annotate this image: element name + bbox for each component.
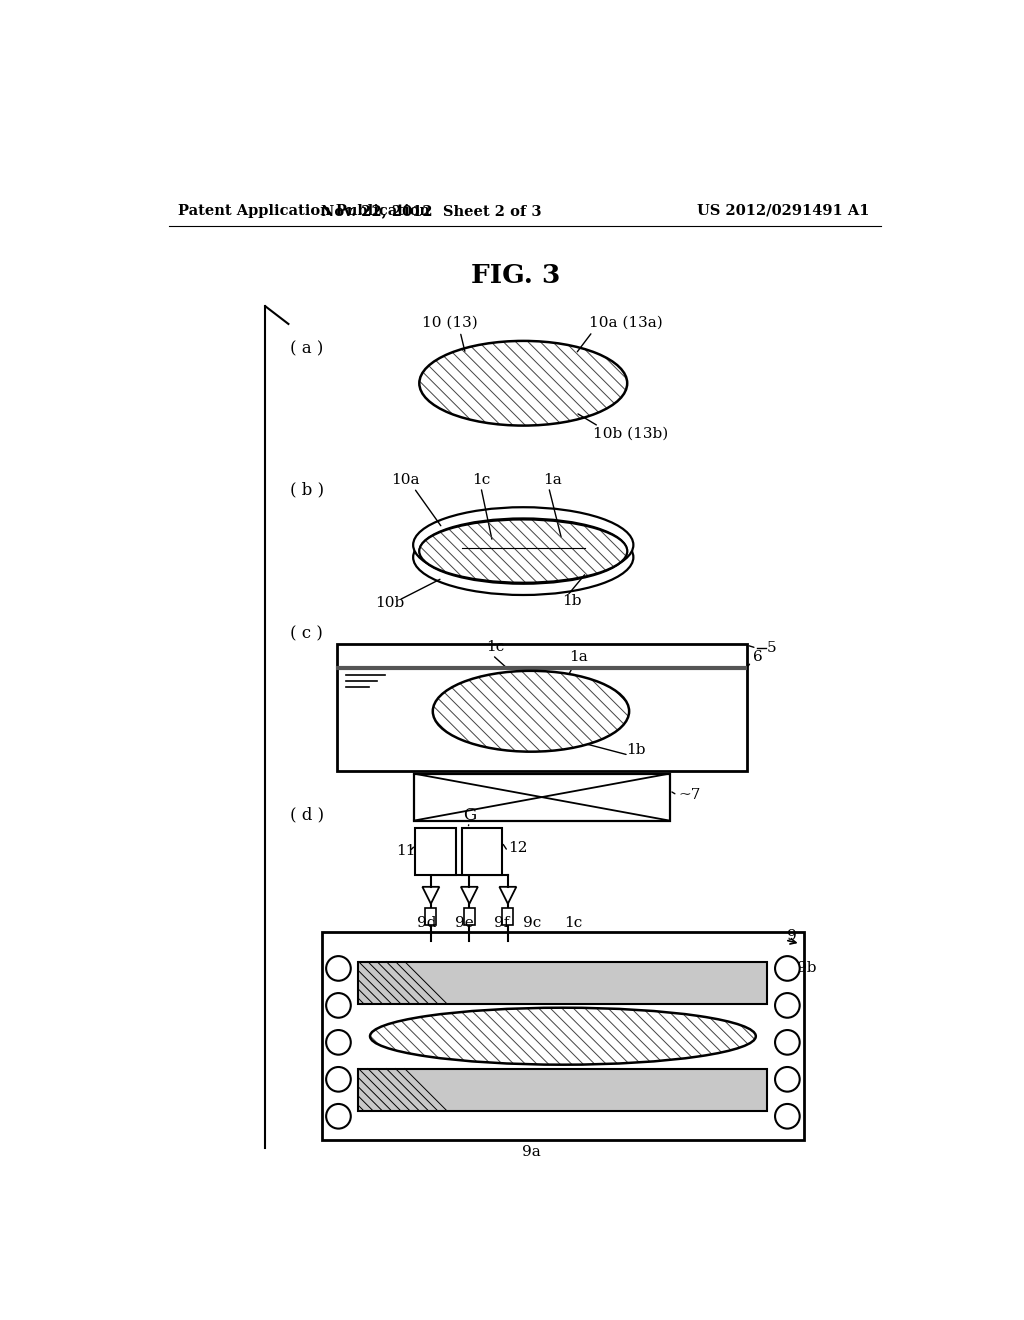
Text: 9b: 9b	[797, 961, 816, 975]
Text: ~7: ~7	[679, 788, 701, 803]
Bar	[464, 908, 475, 925]
Text: 6: 6	[753, 651, 763, 664]
Text: FIG. 3: FIG. 3	[471, 263, 560, 288]
Text: 10 (13): 10 (13)	[422, 315, 477, 330]
Text: 1c: 1c	[486, 640, 505, 655]
Ellipse shape	[413, 507, 634, 582]
Text: 1b: 1b	[626, 743, 645, 756]
Text: Patent Application Publication: Patent Application Publication	[178, 203, 430, 218]
Text: 1a: 1a	[569, 651, 588, 664]
Text: 1b: 1b	[562, 594, 582, 609]
Text: 10a: 10a	[391, 474, 419, 487]
Circle shape	[326, 993, 351, 1018]
Text: G: G	[463, 808, 476, 825]
Ellipse shape	[419, 520, 628, 582]
Bar	[322, 932, 804, 1140]
Bar	[416, 829, 456, 874]
Text: 9f: 9f	[494, 916, 509, 931]
Circle shape	[326, 1104, 351, 1129]
Text: 9a: 9a	[521, 1144, 541, 1159]
Text: 11: 11	[396, 845, 416, 858]
Text: ( d ): ( d )	[290, 807, 324, 822]
Text: ( c ): ( c )	[290, 626, 323, 643]
Circle shape	[326, 956, 351, 981]
Circle shape	[326, 1030, 351, 1055]
Text: 12: 12	[508, 841, 527, 854]
Bar	[358, 1069, 767, 1111]
Circle shape	[326, 1067, 351, 1092]
Ellipse shape	[413, 520, 634, 595]
Circle shape	[775, 1067, 800, 1092]
Text: 9d: 9d	[417, 916, 436, 931]
Bar	[337, 644, 746, 771]
Text: 9e: 9e	[456, 916, 474, 931]
Ellipse shape	[433, 671, 629, 751]
Circle shape	[775, 993, 800, 1018]
Bar	[425, 908, 436, 925]
Text: 9: 9	[786, 929, 797, 942]
Bar	[358, 961, 767, 1003]
Text: 8: 8	[571, 1022, 581, 1035]
Text: 10a (13a): 10a (13a)	[589, 315, 663, 330]
Circle shape	[775, 1030, 800, 1055]
Ellipse shape	[370, 1007, 756, 1065]
Circle shape	[775, 1104, 800, 1129]
Ellipse shape	[419, 341, 628, 425]
Text: 10b: 10b	[376, 597, 404, 610]
Text: 1c: 1c	[564, 916, 583, 931]
Text: 10b (13b): 10b (13b)	[593, 428, 668, 441]
Ellipse shape	[419, 519, 628, 583]
Text: ( b ): ( b )	[290, 480, 324, 498]
Bar	[414, 774, 670, 821]
Bar	[462, 829, 502, 874]
Text: 5: 5	[767, 642, 776, 655]
Text: 1a: 1a	[544, 474, 562, 487]
Bar	[503, 908, 513, 925]
Text: Nov. 22, 2012  Sheet 2 of 3: Nov. 22, 2012 Sheet 2 of 3	[321, 203, 541, 218]
Circle shape	[775, 956, 800, 981]
Text: ( a ): ( a )	[290, 341, 324, 358]
Text: 1c: 1c	[472, 474, 490, 487]
Text: 9c: 9c	[523, 916, 542, 931]
Text: US 2012/0291491 A1: US 2012/0291491 A1	[697, 203, 869, 218]
